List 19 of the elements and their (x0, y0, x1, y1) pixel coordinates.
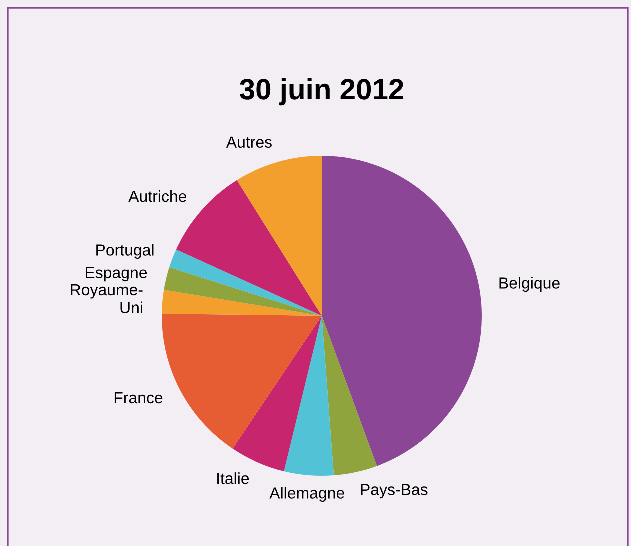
pie-slice (322, 156, 482, 466)
pie-slice (164, 268, 322, 316)
chart-title: 30 juin 2012 (240, 78, 404, 106)
pie-slice (170, 250, 322, 316)
pie-slice (322, 316, 378, 476)
slice-label: Pays-Bas (361, 484, 428, 499)
pie-slice (284, 316, 334, 476)
slice-label: Belgique (500, 277, 560, 292)
slice-label: Portugal (96, 244, 154, 260)
pie-slice (237, 156, 322, 316)
slice-label: Allemagne (270, 487, 344, 502)
slice-label: Royaume- Uni (71, 284, 143, 314)
slice-label: Autriche (128, 190, 186, 202)
pie-slice (162, 290, 322, 316)
pie-slice (162, 314, 322, 449)
slice-label: Autres (226, 136, 272, 148)
slice-label: Italie (218, 472, 250, 484)
slice-label: Espagne (86, 267, 148, 282)
slice-label: France (114, 392, 163, 404)
